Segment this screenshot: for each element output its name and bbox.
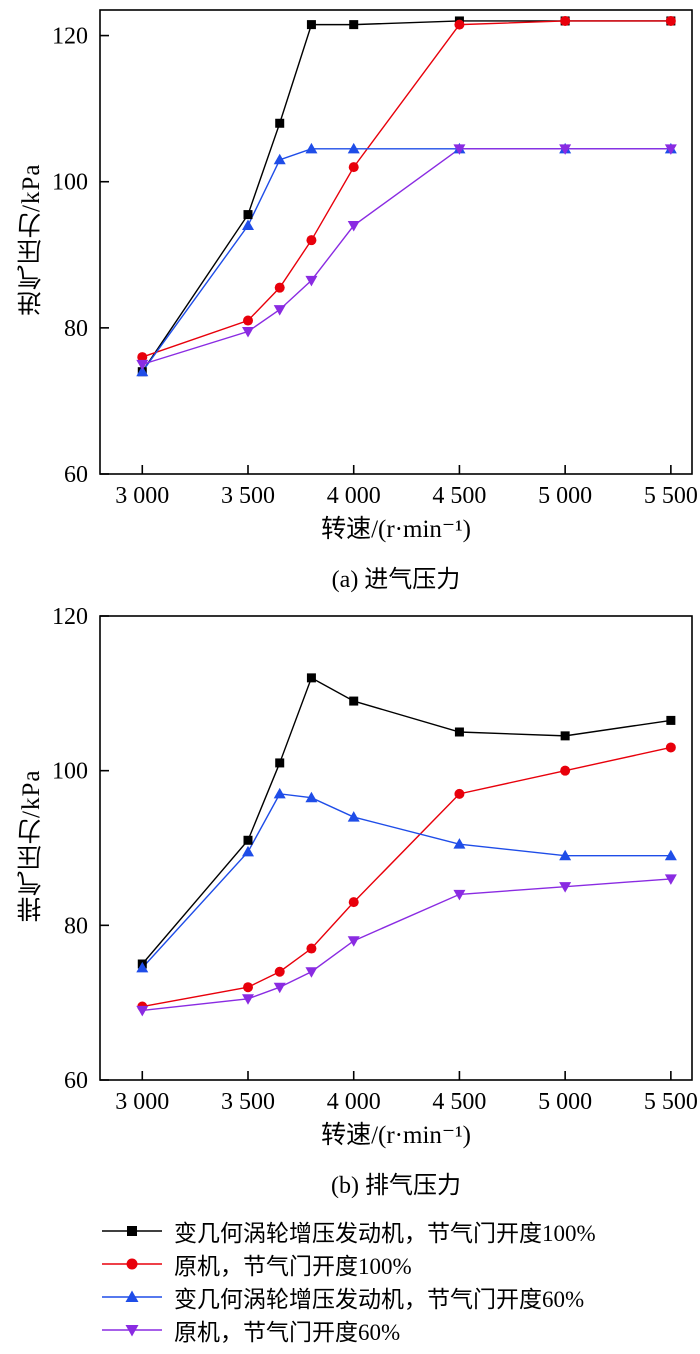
legend-marker-square-icon: [102, 1225, 162, 1236]
legend-label: 原机，节气门开度100%: [174, 1253, 412, 1279]
legend-item: 变几何涡轮增压发动机，节气门开度60%: [100, 1280, 700, 1313]
legend-label: 变几何涡轮增压发动机，节气门开度100%: [174, 1220, 596, 1246]
legend-label: 变几何涡轮增压发动机，节气门开度60%: [174, 1286, 585, 1312]
legend-item: 变几何涡轮增压发动机，节气门开度100%: [100, 1214, 700, 1247]
svg-text:3 500: 3 500: [221, 1089, 275, 1113]
chart-b-caption: (b) 排气压力: [331, 1173, 461, 1199]
svg-text:60: 60: [64, 1068, 88, 1094]
svg-text:80: 80: [64, 913, 88, 939]
svg-text:120: 120: [52, 608, 88, 630]
legend-marker-triangle-down-icon: [102, 1324, 162, 1336]
chart-b-block: 排气压力/kPa 60 80 100 120 3 000 3 500 4 000 4 500 5…: [0, 608, 700, 1200]
legend-item: 原机，节气门开度100%: [100, 1247, 700, 1280]
svg-text:3 500: 3 500: [221, 483, 275, 507]
svg-text:80: 80: [64, 316, 88, 342]
svg-text:3 000: 3 000: [115, 1089, 169, 1113]
legend-item: 原机，节气门开度60%: [100, 1313, 700, 1346]
legend-label: 原机，节气门开度60%: [174, 1319, 401, 1345]
chart-a-x-axis-label: 转速/(r·min⁻¹): [321, 516, 471, 543]
svg-text:5 500: 5 500: [644, 1089, 698, 1113]
svg-text:5 000: 5 000: [538, 1089, 592, 1113]
svg-text:4 000: 4 000: [327, 483, 381, 507]
svg-text:4 000: 4 000: [327, 1089, 381, 1113]
svg-text:5 000: 5 000: [538, 483, 592, 507]
chart-a-block: 进气压力/kPa 60 80 100 120 3 000 3 500 4 000 4 500 5…: [0, 2, 700, 594]
svg-text:100: 100: [52, 759, 88, 785]
chart-a-y-axis-label: 进气压力/kPa: [18, 163, 45, 316]
svg-text:120: 120: [52, 24, 88, 50]
chart-a-caption: (a) 进气压力: [331, 567, 461, 593]
chart-b-x-axis-label: 转速/(r·min⁻¹): [321, 1122, 471, 1149]
svg-text:60: 60: [64, 462, 88, 488]
chart-b-y-axis-label: 排气压力/kPa: [18, 769, 45, 922]
svg-text:3 000: 3 000: [115, 483, 169, 507]
legend: 变几何涡轮增压发动机，节气门开度100% 原机，节气门开度100% 变几何涡轮增…: [100, 1214, 700, 1346]
svg-text:4 500: 4 500: [432, 483, 486, 507]
legend-marker-triangle-up-icon: [102, 1290, 162, 1302]
exhaust-pressure-chart: 60 80 100 120 3 000 3 500 4 000 4 500 5 000 5 500: [52, 608, 698, 1113]
svg-text:100: 100: [52, 170, 88, 196]
intake-pressure-chart: 60 80 100 120 3 000 3 500 4 000 4 500 5 000 5 500: [52, 9, 698, 507]
legend-marker-circle-icon: [102, 1258, 162, 1269]
svg-text:4 500: 4 500: [432, 1089, 486, 1113]
svg-text:5 500: 5 500: [644, 483, 698, 507]
